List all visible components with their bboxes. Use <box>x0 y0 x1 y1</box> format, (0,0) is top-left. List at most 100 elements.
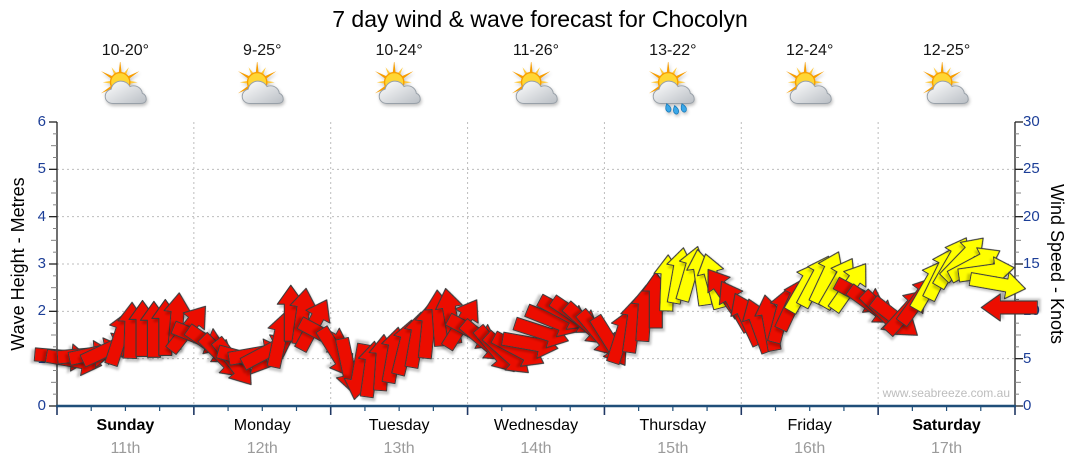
temp-range-label: 11-26° <box>512 42 560 59</box>
wind-arrow <box>368 334 397 392</box>
day-date-label: 16th <box>794 440 826 457</box>
wind-arrow <box>239 334 294 371</box>
wind-arrow <box>289 287 318 346</box>
wind-arrow <box>163 292 192 350</box>
day-name-label: Wednesday <box>493 417 579 434</box>
day-name-label: Tuesday <box>368 417 430 434</box>
wind-arrow <box>754 294 783 352</box>
partly-cloudy-icon <box>101 62 148 105</box>
wind-arrow <box>343 342 372 401</box>
wind-arrow <box>939 237 984 284</box>
temp-range-label: 9-25° <box>243 42 282 59</box>
left-axis-tick-label: 1 <box>37 349 46 367</box>
partly-cloudy-icon <box>238 62 284 105</box>
wind-arrow <box>795 255 833 310</box>
partly-cloudy-rain-icon <box>648 62 695 115</box>
day-date-label: 15th <box>657 440 689 457</box>
wind-arrow <box>909 260 947 313</box>
wind-arrow <box>946 247 1001 284</box>
day-date-label: 13th <box>383 440 415 457</box>
wind-arrow <box>139 300 168 358</box>
wind-arrow <box>957 256 1015 285</box>
page-title: 7 day wind & wave forecast for Chocolyn <box>332 6 748 32</box>
wind-arrow <box>183 323 235 363</box>
right-axis-tick-label: 30 <box>1023 113 1040 130</box>
wind-arrow <box>730 292 766 348</box>
wind-arrow <box>44 348 103 377</box>
day-date-label: 17th <box>930 440 963 457</box>
wind-arrow <box>296 316 351 353</box>
gridlines <box>57 122 1015 406</box>
day-date-label: 11th <box>110 440 141 457</box>
left-axis-tick-label: 2 <box>37 302 46 320</box>
wind-arrow <box>561 300 609 344</box>
wind-arrow <box>481 329 529 374</box>
partly-cloudy-icon <box>922 62 969 105</box>
wind-arrow <box>653 254 682 312</box>
temp-range-label: 12-25° <box>922 42 971 59</box>
wind-arrow <box>675 246 707 303</box>
wind-arrow <box>696 253 727 311</box>
left-axis-tick-label: 4 <box>37 207 46 225</box>
wind-arrow <box>440 299 479 352</box>
wind-arrow-series <box>33 237 1038 401</box>
wind-arrow <box>606 308 638 366</box>
wind-arrow <box>707 268 747 320</box>
partly-cloudy-icon <box>511 62 558 105</box>
wind-arrow <box>686 249 715 307</box>
wind-arrow <box>882 289 926 338</box>
wind-arrow <box>742 298 775 355</box>
wind-arrow <box>404 311 432 369</box>
wind-arrow <box>827 263 867 314</box>
day-name-label: Saturday <box>912 417 981 434</box>
right-axis-tick-label: 10 <box>1023 302 1040 320</box>
temp-range-label: 10-20° <box>101 42 150 59</box>
wind-arrow <box>128 299 157 357</box>
temp-range-label: 13-22° <box>649 42 697 59</box>
wind-arrow <box>56 340 114 369</box>
wind-arrow <box>170 320 227 355</box>
axes <box>49 121 1023 415</box>
wind-arrow <box>641 271 670 329</box>
wind-arrow <box>620 296 649 354</box>
temp-range-label: 12-24° <box>786 42 834 59</box>
wind-arrow <box>783 261 821 315</box>
wind-arrow <box>266 311 296 369</box>
wind-arrow <box>858 288 905 334</box>
wind-arrow <box>536 293 590 330</box>
partly-cloudy-icon <box>785 62 832 105</box>
watermark: www.seabreeze.com.au <box>882 386 1010 400</box>
right-axis-tick-label: 15 <box>1023 255 1040 272</box>
wind-arrow <box>767 287 798 345</box>
wind-arrow <box>832 276 887 313</box>
wind-arrow <box>501 331 559 359</box>
wind-arrow <box>79 332 135 368</box>
wind-arrow <box>151 298 180 356</box>
wind-arrow <box>215 344 273 375</box>
wind-arrow <box>818 258 855 311</box>
wind-arrow <box>589 313 627 366</box>
left-axis-tick-label: 0 <box>37 397 46 414</box>
wind-arrow <box>210 335 252 386</box>
wind-arrow <box>575 307 618 357</box>
wind-arrow <box>414 301 443 360</box>
wind-arrow <box>808 251 844 306</box>
wind-arrow <box>104 310 136 367</box>
wind-arrow <box>197 331 243 378</box>
wind-arrow <box>548 294 600 333</box>
day-name-label: Sunday <box>96 417 155 434</box>
wind-arrow <box>381 326 409 385</box>
right-axis-tick-label: 5 <box>1023 349 1032 367</box>
wind-arrow <box>774 277 810 333</box>
wind-arrow <box>335 336 364 395</box>
wind-arrow <box>315 325 354 378</box>
left-axis-tick-label: 5 <box>37 160 46 178</box>
wind-arrow <box>67 337 125 366</box>
wind-arrow <box>472 323 515 373</box>
right-axis-tick-label: 25 <box>1023 160 1040 178</box>
wind-arrow <box>932 237 970 291</box>
wind-arrow <box>227 338 285 367</box>
wind-arrow <box>424 289 453 347</box>
wind-arrow <box>524 303 580 338</box>
